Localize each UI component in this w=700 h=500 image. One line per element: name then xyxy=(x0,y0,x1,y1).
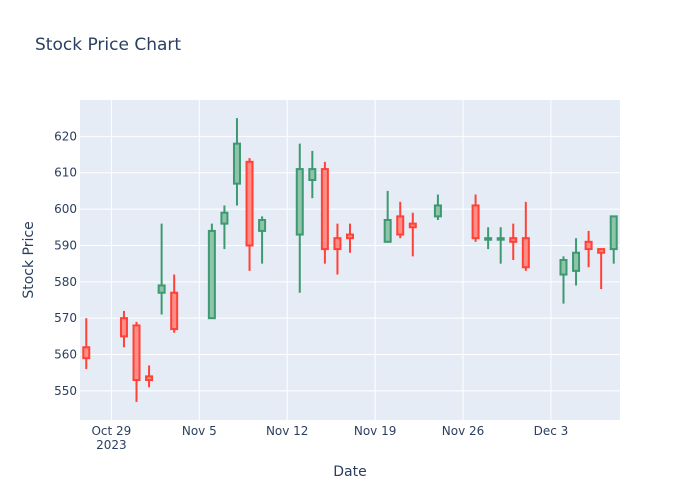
candles xyxy=(82,118,618,402)
candle-body xyxy=(433,204,442,218)
candle-body xyxy=(484,237,493,241)
candle-body xyxy=(82,346,91,360)
candle-increasing xyxy=(308,150,317,199)
candle-increasing xyxy=(433,194,442,220)
y-tick-label: 560 xyxy=(54,348,77,362)
candle-increasing xyxy=(496,227,505,264)
y-axis-ticks: 550 560 570 580 590 600 610 620 xyxy=(54,129,77,398)
candle-increasing xyxy=(559,256,568,304)
candle-body xyxy=(572,251,581,272)
candle-increasing xyxy=(572,238,581,286)
candle-increasing xyxy=(383,190,392,243)
candle-body xyxy=(521,237,530,269)
candle-body xyxy=(584,240,593,251)
y-tick-label: 580 xyxy=(54,275,77,289)
candle-increasing xyxy=(232,118,241,206)
candle-body xyxy=(609,215,618,251)
y-tick-label: 570 xyxy=(54,311,77,325)
candle-decreasing xyxy=(597,248,606,290)
candle-body xyxy=(559,259,568,276)
candle-body xyxy=(408,222,417,229)
y-tick-label: 590 xyxy=(54,238,77,252)
grid-lines xyxy=(80,100,620,420)
candle-body xyxy=(232,142,241,185)
candle-increasing xyxy=(207,223,216,320)
candle-decreasing xyxy=(145,365,154,388)
candle-body xyxy=(258,219,267,232)
candle-body xyxy=(119,317,128,338)
candle-body xyxy=(496,237,505,241)
y-axis-title: Stock Price xyxy=(21,221,37,298)
y-tick-label: 610 xyxy=(54,166,77,180)
candle-increasing xyxy=(484,227,493,250)
candle-body xyxy=(207,229,216,320)
candle-body xyxy=(346,233,354,240)
candle-decreasing xyxy=(346,223,354,253)
candle-decreasing xyxy=(471,194,480,242)
x-tick-label: Nov 26 xyxy=(442,424,485,438)
candle-decreasing xyxy=(119,310,128,348)
candle-increasing xyxy=(609,215,618,264)
candle-decreasing xyxy=(396,201,405,239)
x-tick-sublabel: 2023 xyxy=(96,438,127,452)
x-tick-label: Nov 12 xyxy=(266,424,309,438)
candle-body xyxy=(471,204,480,240)
candle-body xyxy=(245,160,254,247)
x-tick-label: Dec 3 xyxy=(534,424,569,438)
candle-body xyxy=(333,237,342,251)
chart-title: Stock Price Chart xyxy=(35,35,181,55)
candle-body xyxy=(295,168,304,236)
candle-decreasing xyxy=(333,223,342,275)
x-tick-label: Oct 29 xyxy=(91,424,131,438)
candle-body xyxy=(396,215,405,236)
candle-body xyxy=(383,219,392,243)
candle-decreasing xyxy=(584,230,593,268)
candle-decreasing xyxy=(521,201,530,271)
candle-decreasing xyxy=(245,158,254,271)
candle-body xyxy=(132,324,141,382)
candle-body xyxy=(157,284,166,294)
x-tick-label: Nov 19 xyxy=(354,424,397,438)
candle-body xyxy=(308,168,317,182)
candle-body xyxy=(597,248,606,254)
candle-body xyxy=(170,291,179,331)
candle-decreasing xyxy=(320,161,329,264)
candle-decreasing xyxy=(132,321,141,402)
candle-decreasing xyxy=(408,212,417,257)
candle-increasing xyxy=(157,223,166,315)
candle-increasing xyxy=(258,216,267,264)
y-tick-label: 620 xyxy=(54,129,77,143)
candle-decreasing xyxy=(509,223,518,260)
candle-body xyxy=(509,237,518,243)
candle-increasing xyxy=(295,143,304,293)
y-tick-label: 550 xyxy=(54,384,77,398)
candle-decreasing xyxy=(82,318,91,370)
plot-area xyxy=(80,100,620,420)
candle-body xyxy=(320,168,329,251)
y-tick-label: 600 xyxy=(54,202,77,216)
candle-decreasing xyxy=(170,274,179,333)
candle-increasing xyxy=(220,205,229,250)
x-tick-label: Nov 5 xyxy=(182,424,217,438)
x-axis-title: Date xyxy=(333,464,366,480)
candle-body xyxy=(220,211,229,225)
candle-body xyxy=(145,375,154,382)
